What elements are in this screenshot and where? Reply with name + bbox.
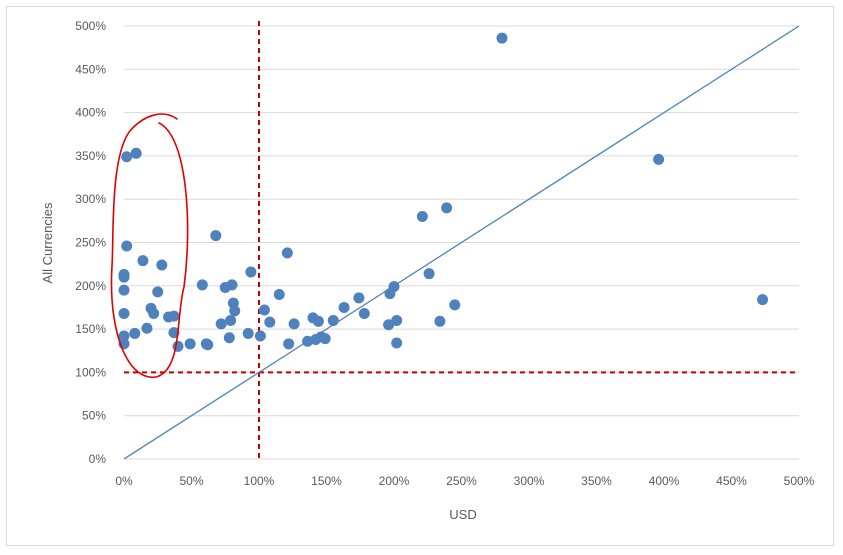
data-point bbox=[496, 32, 508, 44]
data-point bbox=[202, 339, 214, 351]
x-tick-label: 150% bbox=[311, 474, 342, 488]
y-tick-label: 200% bbox=[75, 279, 106, 293]
y-axis-title: All Currencies bbox=[40, 202, 55, 283]
data-point bbox=[449, 299, 461, 311]
y-tick-label: 450% bbox=[75, 62, 106, 76]
data-point bbox=[416, 211, 428, 223]
highlight-loop bbox=[110, 113, 189, 379]
y-tick-label: 500% bbox=[75, 19, 106, 33]
data-point bbox=[653, 153, 665, 165]
data-point bbox=[229, 305, 241, 317]
gridlines bbox=[124, 25, 799, 460]
y-tick-label: 300% bbox=[75, 192, 106, 206]
data-point bbox=[141, 322, 153, 334]
data-point bbox=[118, 330, 130, 342]
data-point bbox=[391, 337, 403, 349]
x-tick-label: 100% bbox=[244, 474, 275, 488]
data-point bbox=[129, 327, 141, 339]
x-tick-label: 250% bbox=[446, 474, 477, 488]
data-point bbox=[358, 308, 370, 320]
x-axis-title: USD bbox=[449, 507, 476, 522]
data-point bbox=[225, 314, 237, 326]
data-point bbox=[319, 333, 331, 345]
data-point bbox=[223, 332, 235, 344]
data-point bbox=[121, 240, 133, 252]
x-tick-label: 50% bbox=[179, 474, 203, 488]
y-tick-label: 50% bbox=[82, 409, 106, 423]
highlight-annotation bbox=[110, 113, 189, 379]
y-tick-label: 250% bbox=[75, 236, 106, 250]
data-point bbox=[757, 294, 769, 306]
data-point bbox=[184, 338, 196, 350]
data-point bbox=[130, 147, 142, 159]
data-point bbox=[288, 318, 300, 330]
data-point bbox=[254, 330, 266, 342]
data-point bbox=[196, 279, 208, 291]
x-tick-label: 500% bbox=[784, 474, 815, 488]
diagonal-line bbox=[123, 25, 800, 460]
data-point bbox=[388, 281, 400, 293]
data-point bbox=[281, 247, 293, 259]
y-tick-label: 350% bbox=[75, 149, 106, 163]
y-tick-label: 150% bbox=[75, 322, 106, 336]
data-point bbox=[226, 279, 238, 291]
data-point bbox=[258, 304, 270, 316]
x-tick-label: 200% bbox=[379, 474, 410, 488]
data-point bbox=[137, 255, 149, 267]
x-tick-label: 350% bbox=[581, 474, 612, 488]
data-point bbox=[283, 338, 295, 350]
y-tick-label: 0% bbox=[89, 452, 107, 466]
data-point bbox=[312, 315, 324, 327]
data-point bbox=[152, 286, 164, 298]
chart-frame bbox=[6, 6, 834, 546]
data-point bbox=[264, 316, 276, 328]
data-point bbox=[391, 314, 403, 326]
y-tick-label: 400% bbox=[75, 106, 106, 120]
data-point bbox=[353, 292, 365, 304]
data-point bbox=[423, 268, 435, 280]
data-point bbox=[338, 301, 350, 313]
data-point bbox=[245, 266, 257, 278]
data-point bbox=[434, 315, 446, 327]
x-tick-label: 0% bbox=[115, 474, 133, 488]
data-point bbox=[273, 288, 285, 300]
data-point bbox=[242, 327, 254, 339]
y-tick-labels: 0% 50% 100% 150% 200% 250% 300% 350% 400% 450% 500… bbox=[75, 19, 106, 466]
data-point bbox=[118, 308, 130, 320]
data-point bbox=[118, 269, 130, 281]
data-point bbox=[215, 318, 227, 330]
x-tick-label: 300% bbox=[514, 474, 545, 488]
data-point bbox=[327, 314, 339, 326]
data-points bbox=[118, 32, 769, 352]
data-point bbox=[168, 310, 180, 322]
data-point bbox=[118, 284, 130, 296]
x-tick-label: 400% bbox=[649, 474, 680, 488]
data-point bbox=[156, 259, 168, 271]
data-point bbox=[148, 308, 160, 320]
x-tick-labels: 0% 50% 100% 150% 200% 250% 300% 350% 400% 450% 500… bbox=[115, 474, 814, 488]
data-point bbox=[383, 319, 395, 331]
y-tick-label: 100% bbox=[75, 365, 106, 379]
x-tick-label: 450% bbox=[716, 474, 747, 488]
data-point bbox=[121, 151, 133, 163]
diagonal-line-layer bbox=[123, 25, 800, 460]
data-point bbox=[441, 202, 453, 214]
reference-lines bbox=[124, 21, 799, 459]
data-point bbox=[210, 230, 222, 242]
